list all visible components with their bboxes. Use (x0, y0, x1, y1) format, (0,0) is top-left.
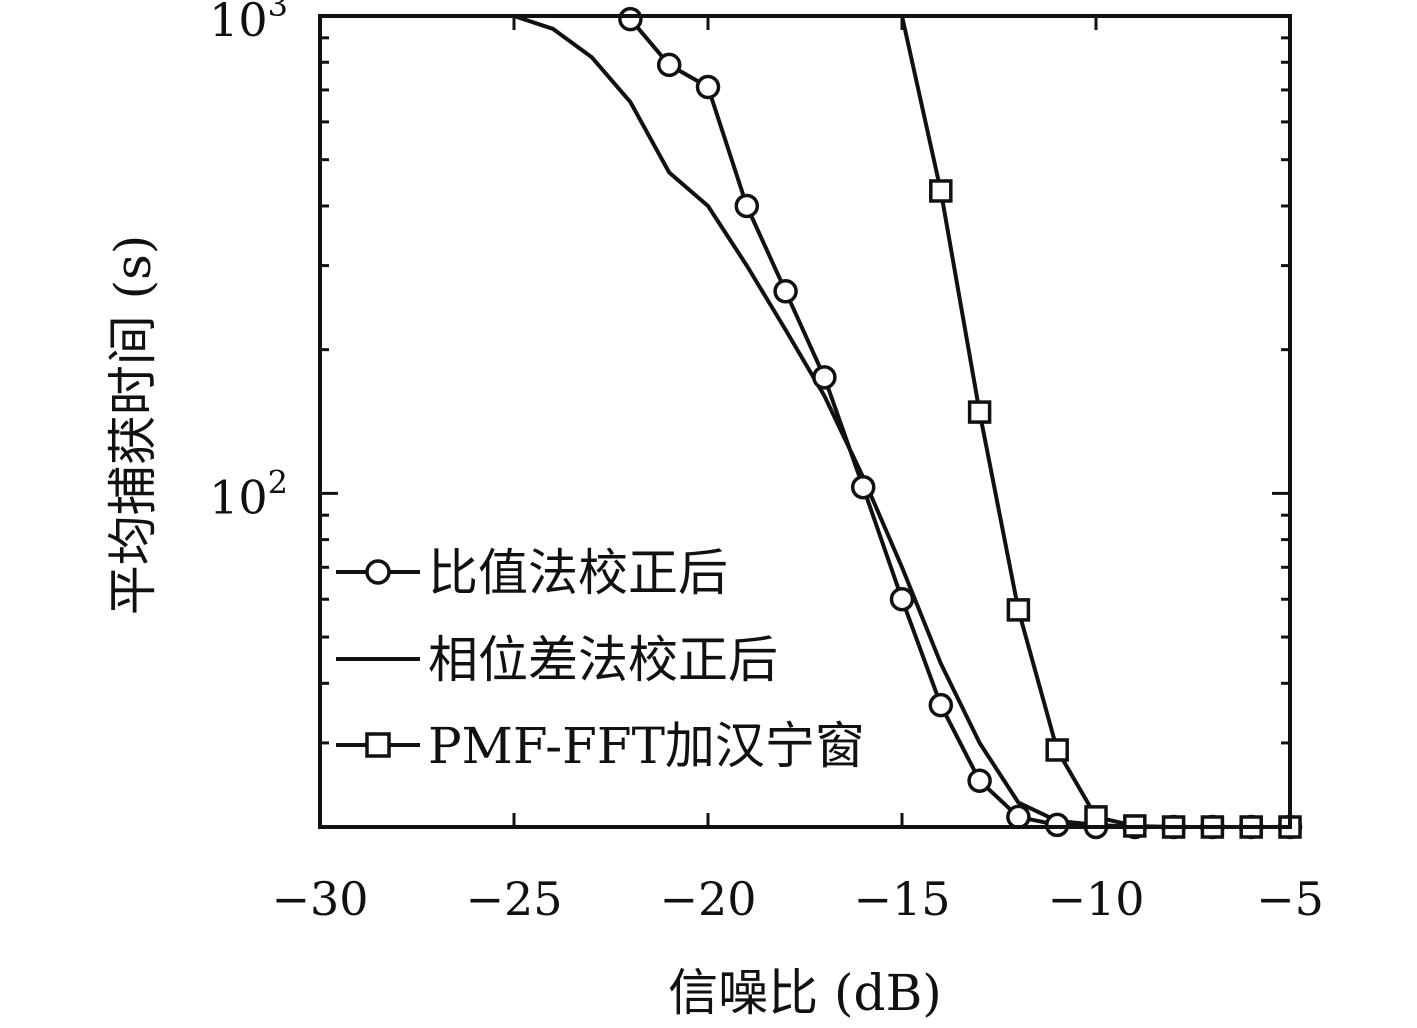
x-tick-label: −5 (1256, 872, 1324, 926)
series-line-0 (628, 17, 1290, 827)
data-point-square (1084, 805, 1108, 829)
legend-label-1: 相位差法校正后 (428, 631, 778, 689)
x-axis-title: 信噪比 (dB) (668, 964, 942, 1022)
x-tick-label: −15 (853, 872, 950, 926)
legend: 比值法校正后 相位差法校正后 PMF-FFT加汉宁窗 (336, 544, 865, 775)
x-tick-label: −10 (1047, 872, 1144, 926)
x-tick-label: −25 (465, 872, 562, 926)
data-point-circle (1044, 812, 1070, 838)
data-point-square (929, 179, 953, 203)
data-point-circle (812, 365, 837, 390)
series-layer (513, 16, 1290, 827)
legend-label-0: 比值法校正后 (428, 544, 728, 602)
data-point-circle (967, 768, 992, 793)
data-point-circle (850, 474, 876, 500)
data-point-circle (889, 586, 915, 612)
ticks-layer (318, 14, 1292, 827)
data-point-square (1045, 738, 1069, 762)
data-point-circle (656, 52, 682, 78)
data-point-circle (734, 193, 760, 219)
x-tick-label: −20 (659, 872, 756, 926)
data-point-square (1006, 598, 1031, 622)
legend-marker-circle (365, 559, 391, 585)
y-axis-title: 平均捕获时间 (s) (104, 235, 162, 616)
tick-labels-layer: −30 −25 −20 −15 −10 −5 102 103 (209, 0, 1324, 926)
legend-item-0: 比值法校正后 (336, 544, 728, 602)
data-point-circle (928, 692, 954, 718)
legend-item-2: PMF-FFT加汉宁窗 (336, 717, 865, 775)
data-point-circle (1006, 804, 1031, 830)
legend-item-1: 相位差法校正后 (336, 631, 778, 689)
plot-frame (318, 14, 1292, 829)
data-point-circle (618, 6, 643, 32)
x-tick-label: −30 (271, 872, 368, 926)
data-point-circle (773, 279, 798, 304)
data-point-circle (695, 74, 721, 100)
data-point-square (967, 400, 992, 424)
y-tick-label: 102 (209, 463, 288, 524)
legend-marker-square (365, 732, 391, 758)
y-tick-label: 103 (209, 0, 288, 47)
series-line-1 (513, 16, 1290, 827)
legend-label-2: PMF-FFT加汉宁窗 (428, 717, 865, 775)
